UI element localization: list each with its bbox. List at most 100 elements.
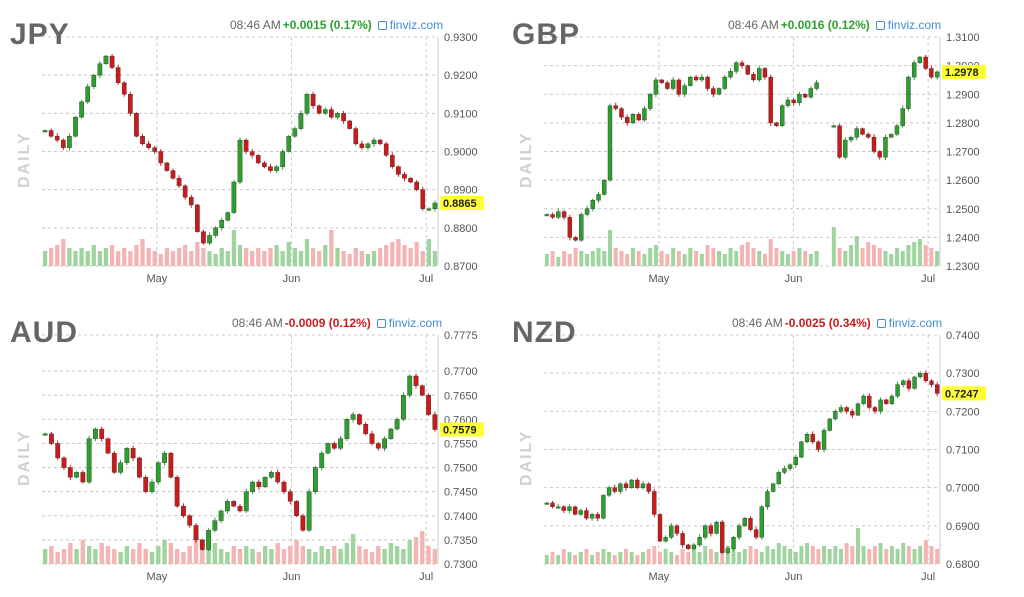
volume-bar (93, 549, 98, 564)
volume-bar (782, 546, 787, 564)
volume-bar (130, 549, 136, 564)
last-price-tag (942, 64, 986, 79)
y-tick-label: 0.7000 (946, 483, 980, 495)
candle-body (757, 68, 762, 81)
candle-body (636, 114, 641, 121)
y-tick-label: 0.7300 (946, 368, 980, 380)
candle-body (298, 113, 304, 129)
candle-body (213, 227, 218, 236)
candle-body (731, 537, 736, 549)
last-price-label: 0.7579 (443, 424, 477, 436)
candle-body (606, 487, 612, 496)
candle-body (703, 525, 708, 538)
volume-bar (556, 257, 561, 266)
volume-bar (671, 248, 676, 266)
volume-bar (613, 248, 618, 266)
candle-body (688, 76, 693, 86)
candle-body (42, 130, 48, 133)
candle-body (304, 94, 310, 114)
x-tick-label: Jul (921, 571, 935, 583)
volume-bar (653, 245, 658, 266)
candle-body (162, 452, 167, 463)
candle-body (804, 434, 810, 443)
volume-bar (124, 546, 130, 564)
volume-bar (816, 549, 821, 564)
candle-body (630, 114, 636, 124)
volume-bar (390, 242, 395, 266)
source-link[interactable]: finviz.com (376, 316, 442, 330)
volume-bar (889, 546, 894, 564)
volume-bar (680, 549, 685, 564)
volume-bar (711, 248, 716, 266)
volume-bar (745, 242, 750, 266)
volume-bar (42, 549, 48, 564)
volume-bar (669, 552, 674, 564)
source-link[interactable]: finviz.com (875, 18, 941, 32)
candle-body (871, 136, 877, 152)
candle-body (676, 79, 682, 95)
volume-bar (844, 543, 849, 564)
x-tick-label: May (146, 273, 167, 285)
candle-body (306, 491, 312, 531)
candle-body (383, 143, 389, 156)
candle-body (432, 414, 438, 430)
volume-bar (49, 546, 54, 564)
candle-body (584, 510, 589, 519)
volume-bar (665, 254, 670, 266)
volume-bar (420, 531, 425, 564)
candle-body (722, 76, 727, 89)
volume-bar (691, 549, 696, 564)
volume-bar (73, 251, 78, 266)
candle-body (103, 55, 109, 64)
candle-body (237, 505, 243, 512)
candle-body (329, 109, 334, 118)
candle-body (67, 136, 72, 148)
volume-bar (861, 546, 866, 564)
volume-bar (833, 546, 838, 564)
candle-body (341, 113, 346, 122)
volume-bar (894, 248, 899, 266)
volume-bar (799, 546, 804, 564)
volume-bar (791, 251, 796, 266)
candle-body (388, 428, 394, 439)
volume-bar (776, 543, 781, 564)
candle-body (105, 438, 111, 454)
y-tick-label: 1.2500 (946, 204, 980, 216)
candle-body (665, 82, 670, 89)
volume-bar (703, 546, 708, 564)
volume-bar (313, 552, 318, 564)
volume-bar (739, 245, 745, 266)
volume-bar (68, 543, 73, 564)
volume-bar (642, 254, 647, 266)
volume-bar (426, 546, 431, 564)
candle-body (682, 85, 687, 95)
candle-body (61, 457, 67, 468)
candle-body (413, 375, 419, 386)
candle-body (837, 125, 842, 158)
last-price-tag (942, 386, 986, 401)
volume-bar (762, 254, 767, 266)
volume-bar (573, 555, 578, 564)
candle-body (934, 384, 940, 394)
volume-bar (344, 543, 350, 564)
candle-body (187, 515, 193, 526)
candle-body (601, 495, 606, 519)
volume-bar (377, 248, 383, 266)
candle-body (319, 452, 325, 468)
candle-body (623, 483, 629, 488)
symbol-label: NZD (512, 316, 577, 349)
candle-body (670, 79, 676, 89)
source-link[interactable]: finviz.com (876, 316, 942, 330)
source-link[interactable]: finviz.com (377, 18, 443, 32)
candle-body (753, 529, 759, 538)
volume-bar (906, 245, 911, 266)
y-tick-label: 0.7100 (946, 445, 980, 457)
candle-body (589, 514, 595, 519)
candle-body (420, 189, 426, 209)
candle-body (791, 99, 796, 104)
volume-bar (935, 549, 940, 564)
quote-change: -0.0009 (0.12%) (284, 316, 371, 330)
volume-bar (335, 248, 340, 266)
candle-body (742, 517, 748, 527)
volume-bar (822, 546, 827, 564)
